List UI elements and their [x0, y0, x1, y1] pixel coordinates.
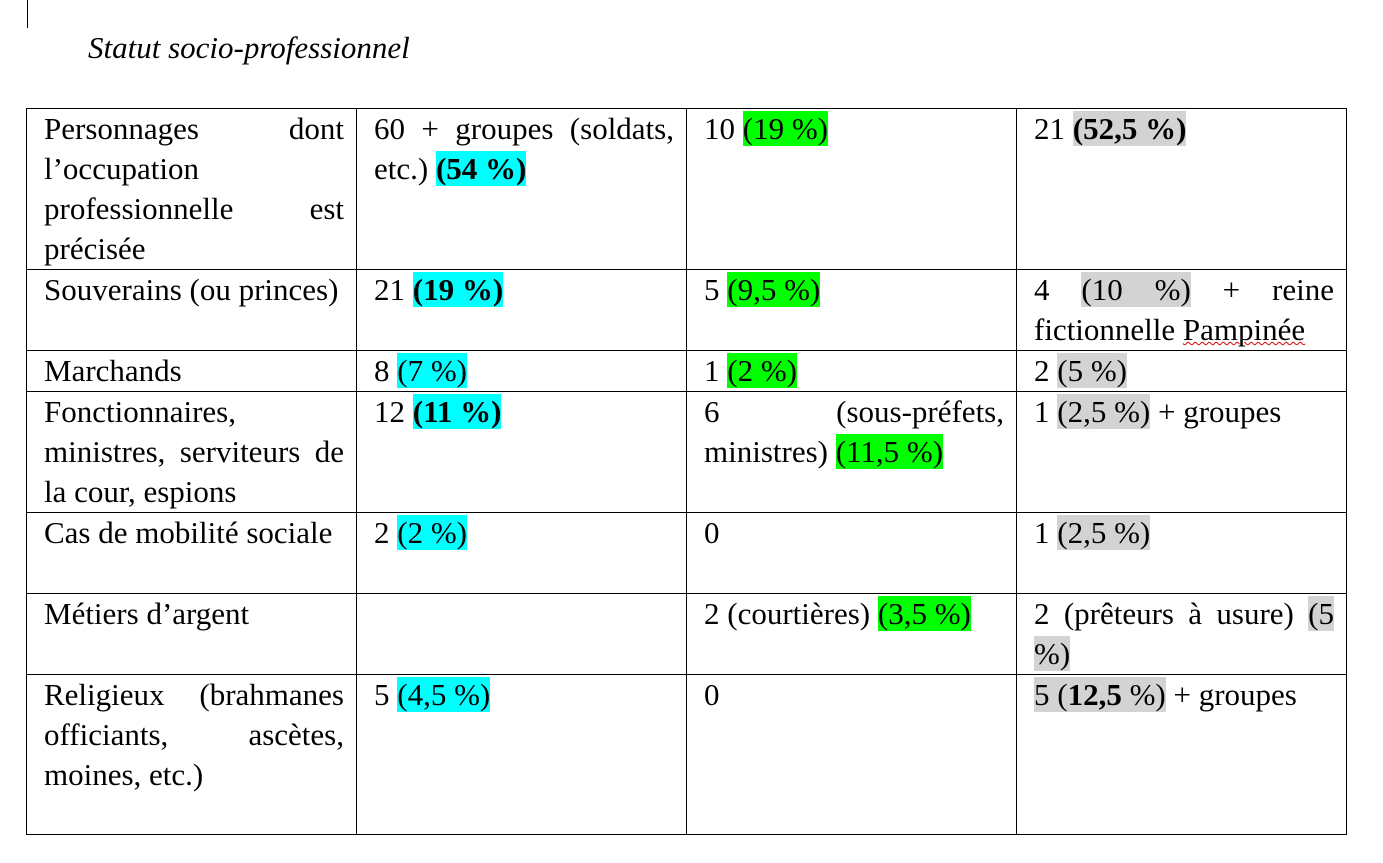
row: Cas de mobilité sociale 2 (2 %) 0 1 (2,5… [26, 512, 1347, 594]
cell: 5 (9,5 %) [686, 269, 1017, 351]
text: + groupes [1165, 677, 1297, 712]
percent: (2 %) [727, 353, 797, 388]
percent: (5 %) [1057, 353, 1127, 388]
text-cursor [27, 0, 28, 28]
cell: 0 [686, 512, 1017, 594]
percent: (54 %) [435, 151, 527, 186]
text: 21 [374, 272, 413, 307]
text: 0 [704, 515, 720, 550]
text: 2 [1034, 353, 1058, 388]
percent: (2,5 %) [1057, 394, 1151, 429]
percent: (7 %) [397, 353, 467, 388]
cell: Cas de mobilité sociale [26, 512, 357, 594]
row: Fonctionnaires, ministres, serviteurs de… [26, 391, 1347, 513]
cell: 12 (11 %) [356, 391, 687, 513]
section-title: Statut socio-professionnel [88, 30, 410, 65]
row: Religieux (brahmanes officiants, ascètes… [26, 674, 1347, 835]
text: Cas de mobilité sociale [44, 515, 333, 550]
text: Pampinée [1182, 312, 1306, 347]
text: Souverains (ou princes) [44, 272, 339, 307]
percent: (2,5 %) [1057, 515, 1151, 550]
cell: Marchands [26, 350, 357, 392]
cell: Métiers d’argent [26, 593, 357, 675]
text: 2 (courtières) [704, 596, 878, 631]
row: Souverains (ou princes) 21 (19 %) 5 (9,5… [26, 269, 1347, 351]
text: Personnages dont l’occupation profession… [44, 111, 344, 266]
cell: Fonctionnaires, ministres, serviteurs de… [26, 391, 357, 513]
text: Marchands [44, 353, 182, 388]
percent: (9,5 %) [727, 272, 821, 307]
cell: Personnages dont l’occupation profession… [26, 108, 357, 270]
text: 2 [374, 515, 398, 550]
cell: Religieux (brahmanes officiants, ascètes… [26, 674, 357, 835]
text: 1 [1034, 515, 1058, 550]
cell: 8 (7 %) [356, 350, 687, 392]
cell: 60 + groupes (soldats, etc.) (54 %) [356, 108, 687, 270]
text: 2 (prêteurs à usure) [1034, 596, 1309, 631]
text: 5 [374, 677, 398, 712]
text: 60 + groupes (soldats, etc.) [374, 111, 674, 186]
percent: (11,5 %) [835, 434, 944, 469]
cell: 5 (12,5 %) + groupes [1016, 674, 1347, 835]
cell: 2 (courtières) (3,5 %) [686, 593, 1017, 675]
text: Métiers d’argent [44, 596, 250, 631]
text: + groupes [1150, 394, 1282, 429]
text: 1 [1034, 394, 1058, 429]
percent: %) [1121, 677, 1166, 712]
cell: 10 (19 %) [686, 108, 1017, 270]
percent: (52,5 %) [1072, 111, 1187, 146]
text: Religieux (brahmanes officiants, ascètes… [44, 677, 344, 792]
cell: 2 (prêteurs à usure) (5 %) [1016, 593, 1347, 675]
row: Personnages dont l’occupation profession… [26, 108, 1347, 270]
text: + reine fictionnelle [1034, 272, 1335, 347]
text: 1 [704, 353, 728, 388]
percent: (10 %) [1081, 272, 1191, 307]
text: 21 [1034, 111, 1073, 146]
cell: Souverains (ou princes) [26, 269, 357, 351]
percent: (3,5 %) [877, 596, 971, 631]
text: 5 [704, 272, 728, 307]
cell: 2 (2 %) [356, 512, 687, 594]
cell: 2 (5 %) [1016, 350, 1347, 392]
percent: 12,5 [1067, 677, 1122, 712]
cell: 6 (sous-préfets, ministres) (11,5 %) [686, 391, 1017, 513]
cell: 1 (2,5 %) [1016, 512, 1347, 594]
cell: 21 (19 %) [356, 269, 687, 351]
text: 8 [374, 353, 398, 388]
cell: 5 (4,5 %) [356, 674, 687, 835]
table: Personnages dont l’occupation profession… [26, 108, 1347, 835]
text: 4 [1034, 272, 1082, 307]
percent: 5 ( [1034, 677, 1068, 712]
text: 12 [374, 394, 413, 429]
cell: 4 (10 %) + reine fictionnelle Pampinée [1016, 269, 1347, 351]
text: 6 (sous-préfets, ministres) [704, 394, 1004, 469]
percent: (11 %) [412, 394, 502, 429]
cell: 0 [686, 674, 1017, 835]
cell: 21 (52,5 %) [1016, 108, 1347, 270]
percent: (4,5 %) [397, 677, 491, 712]
cell: 1 (2,5 %) + groupes [1016, 391, 1347, 513]
row: Métiers d’argent 2 (courtières) (3,5 %) … [26, 593, 1347, 675]
text: Fonctionnaires, ministres, serviteurs de… [44, 394, 344, 509]
row: Marchands 8 (7 %) 1 (2 %) 2 (5 %) [26, 350, 1347, 392]
cell [356, 593, 687, 675]
percent: (19 %) [412, 272, 504, 307]
percent: (19 %) [742, 111, 828, 146]
cell: 1 (2 %) [686, 350, 1017, 392]
percent: (2 %) [397, 515, 467, 550]
text: 0 [704, 677, 720, 712]
text: 10 [704, 111, 743, 146]
